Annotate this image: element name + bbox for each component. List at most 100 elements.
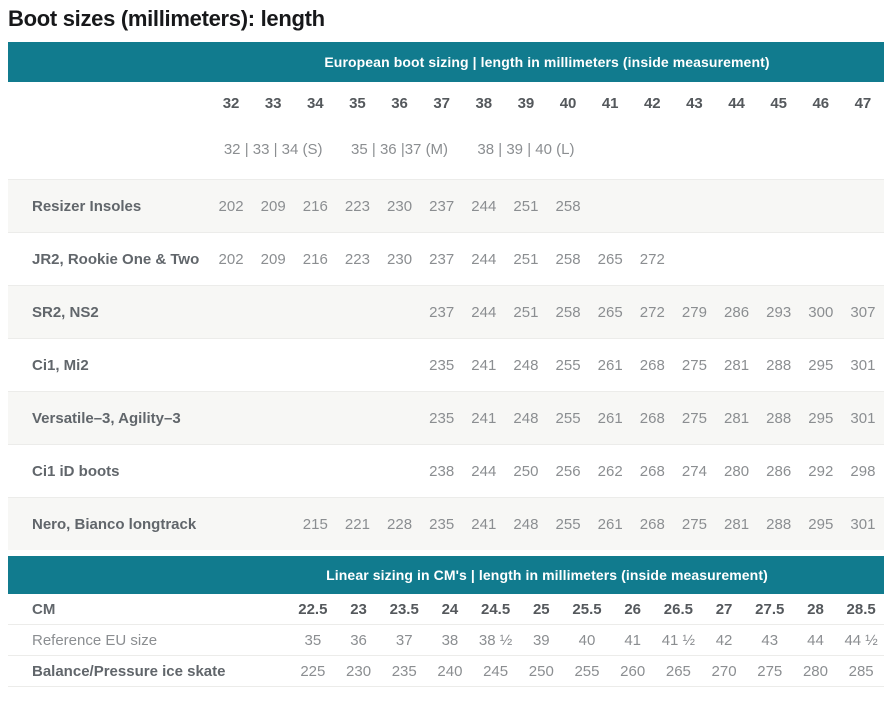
size-column-header: 32	[222, 95, 240, 112]
boot-size-value: 288	[766, 409, 792, 427]
cm-value: 38 ½	[478, 631, 513, 649]
cm-value: 260	[620, 662, 646, 680]
cm-value: 250	[528, 662, 554, 680]
boot-size-value: 238	[429, 462, 455, 480]
cm-value: 26	[624, 600, 642, 618]
size-header-row: 32 33 34 35 36 37 38 39 40 41 42 43 44 45 46 47	[8, 82, 884, 125]
boot-size-value: 255	[555, 515, 581, 533]
boot-size-value: 265	[597, 250, 623, 268]
boot-size-value: 216	[302, 250, 328, 268]
boot-size-value: 241	[471, 409, 497, 427]
table-row: Balance/Pressure ice skate 225 230 235 240 24…	[8, 656, 884, 687]
boot-size-value: 235	[429, 409, 455, 427]
size-group-row: 32 | 33 | 34 (S) 35 | 36 |37 (M) 38 | 39 |…	[8, 125, 884, 179]
boot-size-value: 256	[555, 462, 581, 480]
size-column-header: 38	[475, 95, 493, 112]
cm-value: 230	[346, 662, 372, 680]
boot-size-value: 261	[597, 515, 623, 533]
european-section-header-label: European boot sizing | length in millime…	[324, 54, 770, 70]
size-column-header: 36	[391, 95, 408, 112]
cm-value: 24	[441, 600, 459, 618]
cm-value: 39	[532, 631, 550, 649]
linear-section-header: Linear sizing in CM's | length in millim…	[8, 556, 884, 594]
boot-size-value: 295	[808, 356, 834, 374]
cm-value: 275	[757, 662, 783, 680]
boot-size-value: 295	[808, 515, 834, 533]
boot-size-value: 241	[471, 515, 497, 533]
boot-size-value: 202	[218, 197, 244, 215]
boot-size-value: 274	[681, 462, 707, 480]
boot-size-value: 295	[808, 409, 834, 427]
size-column-header: 34	[306, 95, 324, 112]
size-column-header: 47	[854, 95, 872, 112]
boot-size-value: 301	[850, 409, 876, 427]
linear-section-header-label: Linear sizing in CM's | length in millim…	[326, 567, 768, 583]
size-group-label: 32 | 33 | 34 (S)	[223, 140, 323, 158]
european-section-header: European boot sizing | length in millime…	[8, 42, 884, 82]
boot-size-value: 251	[513, 197, 539, 215]
boot-row-label: JR2, Rookie One & Two	[32, 250, 200, 268]
boot-row-label: Versatile–3, Agility–3	[32, 409, 181, 427]
boot-size-value: 288	[766, 356, 792, 374]
cm-value: 35	[304, 631, 322, 649]
boot-size-value: 261	[597, 356, 623, 374]
boot-size-value: 237	[429, 250, 455, 268]
table-row: Resizer Insoles 202 209 216 223 230 237 244 251 2…	[8, 179, 884, 232]
cm-value: 37	[395, 631, 413, 649]
size-column-header: 44	[728, 95, 745, 112]
boot-size-value: 281	[724, 409, 750, 427]
boot-size-value: 272	[639, 250, 665, 268]
boot-size-value: 288	[766, 515, 792, 533]
table-row: Reference EU size 35 36 37 38 38 ½ 39 40 41 41 ½ 4…	[8, 625, 884, 656]
boot-size-value: 272	[639, 303, 665, 321]
boot-size-value: 268	[639, 409, 665, 427]
boot-size-value: 250	[513, 462, 539, 480]
boot-size-value: 300	[808, 303, 834, 321]
boot-size-value: 275	[681, 515, 707, 533]
boot-size-value: 261	[597, 409, 623, 427]
boot-size-value: 301	[850, 515, 876, 533]
boot-size-value: 215	[302, 515, 328, 533]
european-sizing-table: 32 33 34 35 36 37 38 39 40 41 42 43 44 45 46 47 32 | 33…	[8, 82, 884, 550]
table-row: JR2, Rookie One & Two 202 209 216 223 230 237 2…	[8, 232, 884, 285]
boot-size-value: 292	[808, 462, 834, 480]
boot-row-label: SR2, NS2	[32, 303, 99, 321]
size-column-header: 45	[770, 95, 788, 112]
size-group-label: 38 | 39 | 40 (L)	[477, 140, 575, 158]
boot-size-value: 258	[555, 250, 581, 268]
cm-value: 43	[761, 631, 779, 649]
cm-value: 255	[574, 662, 600, 680]
size-group-label: 35 | 36 |37 (M)	[351, 140, 449, 158]
boot-size-value: 223	[344, 197, 370, 215]
boot-row-label: Resizer Insoles	[32, 197, 142, 215]
table-row: Versatile–3, Agility–3 235 241 248 255 261 268…	[8, 391, 884, 444]
page-title: Boot sizes (millimeters): length	[8, 6, 325, 31]
boot-size-value: 251	[513, 250, 539, 268]
boot-row-label: Nero, Bianco longtrack	[32, 515, 197, 533]
boot-size-value: 307	[850, 303, 876, 321]
cm-value: 44	[807, 631, 824, 649]
boot-size-value: 241	[471, 356, 497, 374]
cm-value: 23.5	[389, 600, 419, 618]
cm-value: 235	[391, 662, 417, 680]
boot-size-value: 279	[681, 303, 707, 321]
cm-value: 44 ½	[844, 631, 878, 649]
boot-size-value: 237	[429, 303, 455, 321]
cm-row-label: CM	[32, 600, 56, 618]
cm-value: 24.5	[481, 600, 511, 618]
boot-size-value: 230	[387, 197, 413, 215]
cm-value: 38	[441, 631, 459, 649]
cm-value: 225	[300, 662, 326, 680]
boot-size-value: 255	[555, 356, 581, 374]
cm-value: 41 ½	[661, 631, 696, 649]
boot-size-value: 268	[639, 462, 665, 480]
size-column-header: 37	[433, 95, 451, 112]
size-column-header: 39	[517, 95, 535, 112]
cm-value: 280	[802, 662, 828, 680]
boot-size-value: 248	[513, 356, 539, 374]
boot-size-value: 293	[766, 303, 792, 321]
cm-value: 40	[578, 631, 596, 649]
boot-row-label: Ci1, Mi2	[32, 356, 89, 374]
cm-value: 285	[848, 662, 874, 680]
boot-size-value: 265	[597, 303, 623, 321]
